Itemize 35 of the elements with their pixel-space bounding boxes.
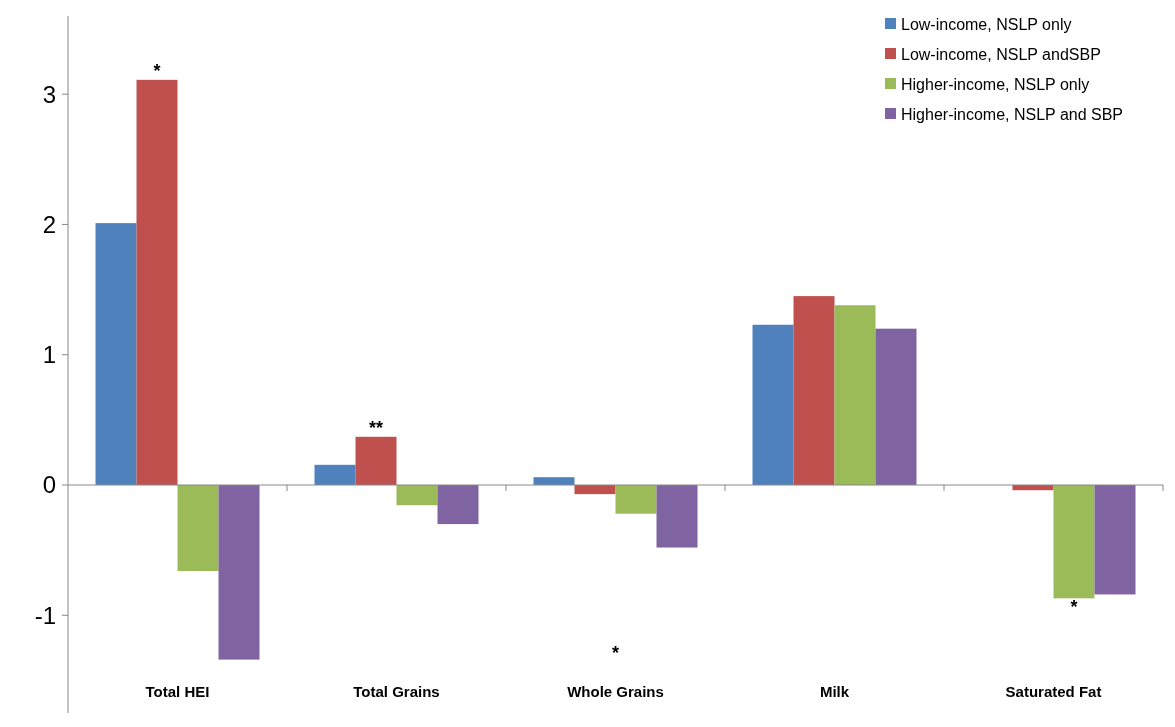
bar [793,296,835,486]
bar [396,485,438,506]
legend-label: Low-income, NSLP only [901,15,1072,33]
bar [355,436,397,486]
bar [615,485,657,514]
x-tick-label: Total HEI [145,683,210,700]
x-tick-label: Whole Grains [567,683,664,700]
bar [656,485,698,548]
bar [218,485,260,660]
annotation: ** [368,417,384,438]
bar [437,485,479,525]
bar [533,477,575,486]
y-tick-label: -1 [34,601,56,629]
bar [136,79,178,486]
legend-label: Higher-income, NSLP only [901,75,1090,93]
annotation: * [153,60,161,81]
y-tick-label: 1 [42,341,56,369]
annotation: * [1070,597,1078,618]
bar [95,223,137,486]
bar [1053,485,1095,599]
bar [834,305,876,486]
bar [752,324,794,486]
x-tick-label: Total Grains [353,683,440,700]
bar [875,328,917,486]
bar [1094,485,1136,595]
x-tick-label: Saturated Fat [1005,683,1102,700]
y-tick-label: 0 [42,471,56,499]
y-tick-label: 2 [42,210,56,238]
y-tick-label: 3 [42,80,56,108]
annotation: * [611,643,620,663]
x-tick-label: Milk [819,683,850,700]
bar [314,464,356,486]
bar [177,485,219,571]
legend-label: Higher-income, NSLP and SBP [901,105,1124,123]
legend-label: Low-income, NSLP andSBP [901,45,1101,63]
